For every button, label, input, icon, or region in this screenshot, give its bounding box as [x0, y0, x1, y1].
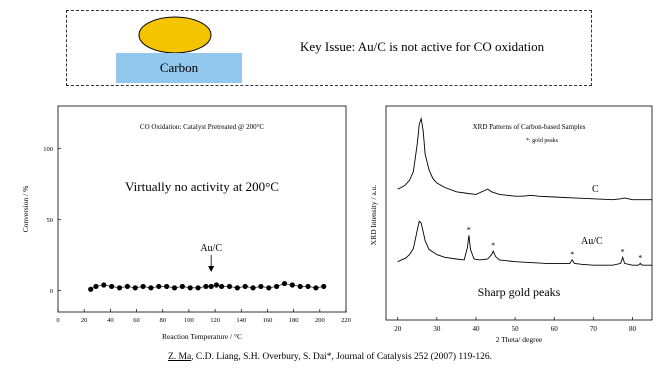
- data-point: [219, 283, 225, 290]
- carbon-support: Carbon: [116, 53, 242, 83]
- x-tick-label: 40: [107, 317, 114, 324]
- data-point: [88, 286, 94, 292]
- plot-frame: [57, 105, 347, 313]
- no-activity-annotation: Virtually no activity at 200°C: [125, 179, 279, 194]
- chart-subtitle: *: gold peaks: [526, 138, 559, 144]
- xrd-line-c: [397, 116, 652, 201]
- x-tick-label: 80: [629, 325, 637, 333]
- x-tick-label: 20: [81, 317, 88, 324]
- citation: Z. Ma, C.D. Liang, S.H. Overbury, S. Dai…: [0, 352, 660, 362]
- data-point: [208, 283, 214, 290]
- peak-star: *: [491, 241, 495, 250]
- y-tick-label: 100: [43, 146, 53, 153]
- data-point: [171, 285, 178, 291]
- data-point: [305, 283, 311, 290]
- data-point: [203, 283, 209, 290]
- peak-star: *: [570, 250, 574, 259]
- data-point: [132, 285, 138, 291]
- axes: 20 30 40 50 60 70 80: [394, 317, 636, 333]
- x-tick-label: 220: [341, 317, 351, 324]
- data-point: [321, 283, 327, 290]
- data-point: [274, 283, 280, 290]
- series-label-c: C: [592, 184, 599, 195]
- x-tick-label: 60: [551, 325, 559, 333]
- key-issue-text: Key Issue: Au/C is not active for CO oxi…: [300, 39, 545, 54]
- data-point: [258, 283, 264, 290]
- x-axis-label: 2 Theta/ degree: [496, 335, 543, 344]
- data-points: [88, 280, 327, 292]
- plot-frame: [385, 105, 653, 321]
- data-point: [187, 285, 193, 291]
- arrow-head: [208, 266, 215, 272]
- data-point: [164, 283, 170, 290]
- x-tick-label: 80: [159, 317, 166, 324]
- x-tick-label: 40: [472, 325, 480, 333]
- x-tick-label: 20: [394, 325, 402, 333]
- x-tick-label: 60: [133, 317, 140, 324]
- carbon-label: Carbon: [159, 60, 199, 75]
- x-tick-label: 50: [512, 325, 520, 333]
- x-tick-label: 70: [590, 325, 598, 333]
- data-point: [213, 282, 219, 288]
- data-point: [148, 285, 154, 291]
- header-box: [66, 10, 592, 86]
- gold-particle-icon: [138, 16, 212, 54]
- data-point: [101, 282, 107, 288]
- x-tick-label: 180: [289, 317, 299, 324]
- data-point: [289, 282, 295, 288]
- x-axis-label: Reaction Temperature / °C: [162, 332, 242, 341]
- x-tick-label: 160: [263, 317, 273, 324]
- y-axis-label: Conversion / %: [21, 186, 30, 233]
- data-point: [156, 283, 162, 290]
- citation-author: Z. Ma: [167, 352, 192, 362]
- co-oxidation-chart: CO Oxidation: Catalyst Pretreated @ 200°…: [21, 105, 351, 341]
- peak-star: *: [621, 247, 625, 256]
- data-point: [124, 283, 130, 290]
- xrd-line-auc: [397, 220, 652, 266]
- peak-star: *: [638, 253, 642, 262]
- data-point: [313, 285, 319, 291]
- x-tick-label: 200: [315, 317, 325, 324]
- xrd-chart: XRD Patterns of Carbon-based Samples *: …: [369, 105, 653, 344]
- chart-title: XRD Patterns of Carbon-based Samples: [473, 123, 586, 131]
- peak-star: *: [467, 225, 471, 234]
- xrd-lines: [397, 116, 652, 266]
- y-tick-label: 50: [47, 217, 54, 224]
- series-label-auc: Au/C: [581, 236, 603, 247]
- citation-rest: , C.D. Liang, S.H. Overbury, S. Dai*, Jo…: [191, 352, 493, 362]
- x-tick-label: 30: [433, 325, 441, 333]
- data-point: [195, 285, 201, 291]
- chart-title: CO Oxidation: Catalyst Pretreated @ 200°…: [140, 123, 264, 131]
- data-point: [242, 283, 248, 290]
- data-point: [234, 285, 240, 291]
- au-c-arrow-label: Au/C: [200, 243, 222, 254]
- x-tick-label: 120: [210, 317, 220, 324]
- data-point: [140, 283, 146, 290]
- data-point: [250, 285, 256, 291]
- data-point: [226, 283, 233, 290]
- data-point: [109, 283, 115, 290]
- data-point: [116, 285, 123, 291]
- sharp-peaks-annotation: Sharp gold peaks: [478, 285, 561, 299]
- data-point: [281, 280, 288, 287]
- data-point: [297, 283, 303, 290]
- data-point: [93, 283, 99, 290]
- y-tick-label: 0: [50, 288, 53, 295]
- x-tick-label: 0: [56, 317, 59, 324]
- data-point: [266, 285, 272, 291]
- data-point: [179, 283, 185, 290]
- peak-stars: * * * * *: [467, 225, 642, 262]
- x-tick-label: 140: [236, 317, 246, 324]
- y-axis-label: XRD Intensity / a.u.: [369, 185, 378, 246]
- x-tick-label: 100: [184, 317, 194, 324]
- axes: 0 20 40 60 80 100 120 140 160 180 200 220 0 50 100: [43, 146, 351, 324]
